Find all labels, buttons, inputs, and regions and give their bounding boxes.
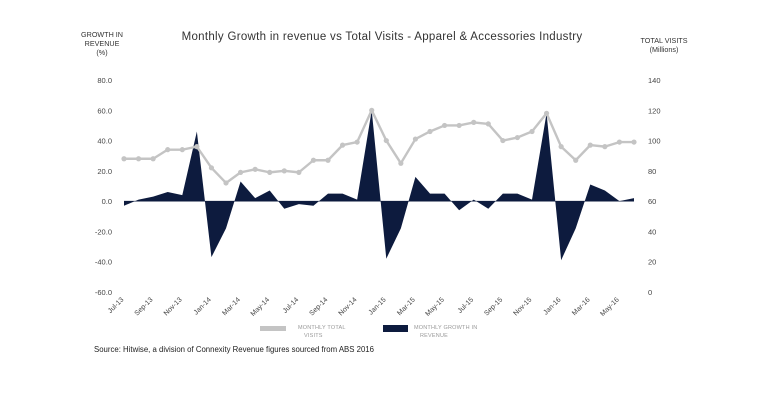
visits-point xyxy=(208,165,215,171)
x-tick-label: Jul-13 xyxy=(107,296,126,315)
visits-point xyxy=(165,147,171,153)
right-tick-label: 140 xyxy=(648,76,661,85)
x-tick-label: Jan-15 xyxy=(368,296,388,316)
visits-point xyxy=(281,168,287,174)
legend-label-revenue-line-1: MONTHLY GROWTH IN xyxy=(414,325,477,331)
visits-point xyxy=(412,136,419,142)
legend: MONTHLY TOTAL VISITS MONTHLY GROWTH IN R… xyxy=(260,325,477,339)
legend-label-revenue-line-2: REVENUE xyxy=(420,333,448,339)
right-tick-label: 20 xyxy=(648,258,656,267)
visits-point xyxy=(252,166,258,172)
visits-point xyxy=(135,156,142,162)
visits-point xyxy=(471,119,477,125)
visits-point xyxy=(339,142,346,148)
visits-point xyxy=(179,147,185,153)
right-tick-label: 100 xyxy=(648,137,661,146)
x-tick-label: May-16 xyxy=(599,296,621,318)
x-tick-label: Sep-13 xyxy=(134,296,155,317)
legend-swatch-total-visits xyxy=(260,326,286,331)
visits-point xyxy=(602,144,608,150)
left-axis-ticks: 80.0 60.0 40.0 20.0 0.0 -20.0 -40.0 -60.0 xyxy=(95,76,112,297)
visits-point xyxy=(485,121,491,127)
legend-label-total-visits-line-1: MONTHLY TOTAL xyxy=(298,325,346,331)
x-tick-label: Jul-14 xyxy=(282,296,301,315)
visits-point xyxy=(441,122,448,129)
left-tick-label: 20.0 xyxy=(97,167,112,176)
total-visits-points xyxy=(121,107,637,186)
visits-point xyxy=(398,160,404,166)
right-axis-title-line-2: (Millions) xyxy=(650,45,679,54)
x-tick-label: Jan-14 xyxy=(193,296,213,316)
visits-point xyxy=(514,134,521,141)
right-tick-label: 60 xyxy=(648,197,656,206)
x-tick-label: Nov-14 xyxy=(338,296,359,317)
legend-swatch-revenue-growth xyxy=(383,325,408,332)
x-tick-label: Jan-16 xyxy=(542,296,562,316)
left-tick-label: 0.0 xyxy=(102,197,112,206)
revenue-growth-area xyxy=(124,110,634,261)
x-tick-label: Sep-15 xyxy=(483,296,504,317)
visits-point xyxy=(194,144,200,150)
visits-point xyxy=(456,122,462,129)
visits-point xyxy=(529,128,535,135)
visits-point xyxy=(558,144,564,150)
left-tick-label: -60.0 xyxy=(95,288,112,297)
right-tick-label: 0 xyxy=(648,288,652,297)
visits-point xyxy=(325,157,331,163)
visits-point xyxy=(237,169,244,175)
visits-point xyxy=(223,180,229,186)
visits-point xyxy=(296,169,302,175)
visits-point xyxy=(383,137,389,144)
left-tick-label: 60.0 xyxy=(97,106,112,115)
plot-area xyxy=(121,107,637,261)
visits-point xyxy=(267,169,273,175)
left-tick-label: -40.0 xyxy=(95,258,112,267)
visits-point xyxy=(500,137,506,144)
left-axis-title-line-2: REVENUE xyxy=(85,39,120,48)
left-tick-label: -20.0 xyxy=(95,227,112,236)
visits-point xyxy=(631,139,637,145)
x-tick-label: Nov-13 xyxy=(163,296,184,317)
visits-point xyxy=(369,107,375,113)
visits-point xyxy=(543,110,550,116)
source-note: Source: Hitwise, a division of Connexity… xyxy=(94,345,374,354)
x-tick-label: Mar-14 xyxy=(221,296,242,317)
right-axis-ticks: 140 120 100 80 60 40 20 0 xyxy=(648,76,661,297)
left-axis-title-line-3: (%) xyxy=(96,48,107,57)
visits-point xyxy=(573,157,579,163)
right-tick-label: 40 xyxy=(648,227,656,236)
left-axis-title: GROWTH IN REVENUE (%) xyxy=(81,30,123,57)
legend-label-total-visits-line-2: VISITS xyxy=(304,333,323,339)
visits-point xyxy=(587,142,593,148)
x-axis-ticks: Jul-13 Sep-13 Nov-13 Jan-14 Mar-14 May-14 Jul-… xyxy=(107,296,621,318)
right-tick-label: 120 xyxy=(648,106,661,115)
right-axis-title-line-1: TOTAL VISITS xyxy=(641,36,688,45)
x-tick-label: Mar-16 xyxy=(571,296,592,317)
visits-point xyxy=(310,157,317,163)
x-tick-label: May-14 xyxy=(250,296,272,318)
total-visits-line xyxy=(124,109,634,185)
left-tick-label: 40.0 xyxy=(97,137,112,146)
visits-point xyxy=(150,156,156,162)
right-axis-title: TOTAL VISITS (Millions) xyxy=(641,36,688,54)
x-tick-label: Mar-15 xyxy=(396,296,417,317)
left-axis-title-line-1: GROWTH IN xyxy=(81,30,123,39)
chart-title: Monthly Growth in revenue vs Total Visit… xyxy=(182,31,583,43)
x-tick-label: Jul-15 xyxy=(457,296,476,315)
left-tick-label: 80.0 xyxy=(97,76,112,85)
visits-point xyxy=(616,139,623,145)
x-tick-label: Sep-14 xyxy=(308,296,329,317)
visits-point xyxy=(427,128,433,135)
right-tick-label: 80 xyxy=(648,167,656,176)
visits-point xyxy=(354,139,360,145)
x-tick-label: May-15 xyxy=(425,296,447,318)
visits-point xyxy=(121,156,127,162)
x-tick-label: Nov-15 xyxy=(512,296,533,317)
